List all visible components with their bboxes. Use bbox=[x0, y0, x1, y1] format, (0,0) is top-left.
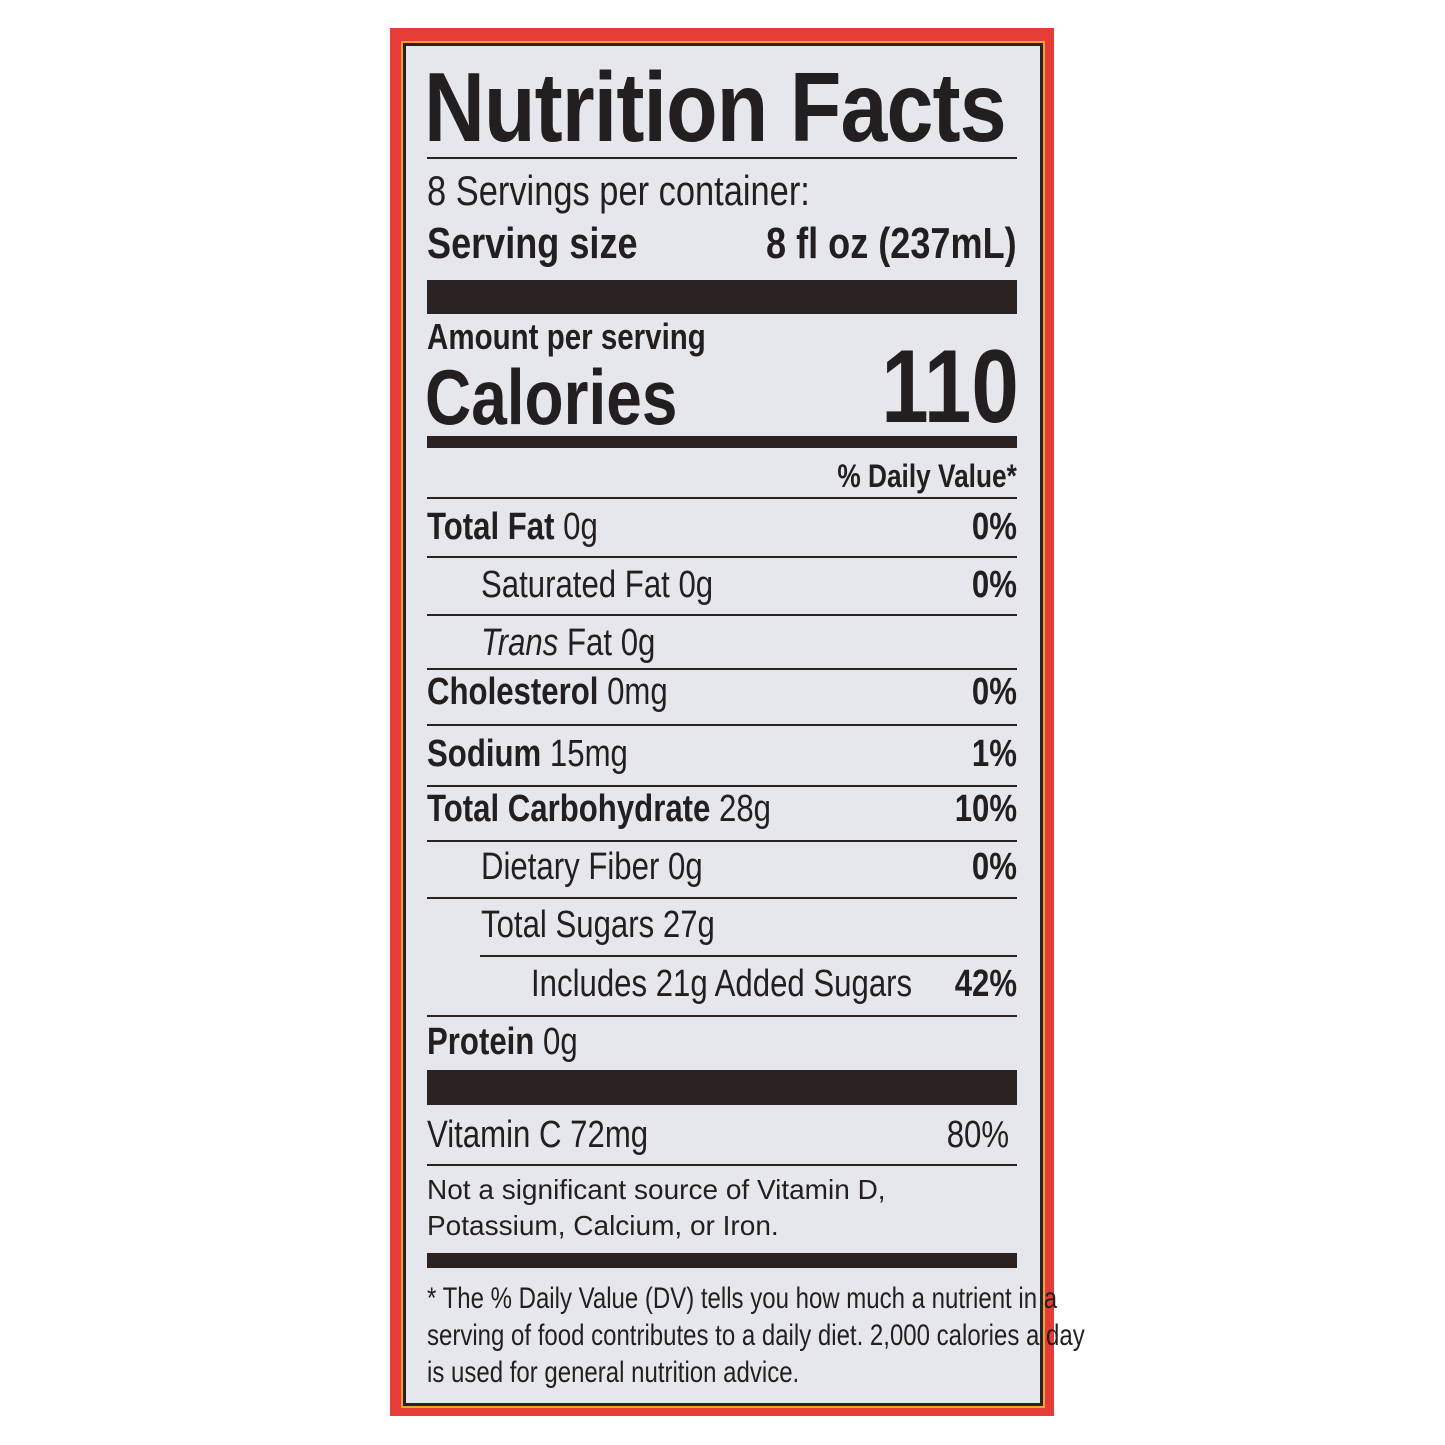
nutrient-row-total-fat: Total Fat 0g 0% bbox=[427, 506, 1017, 548]
divider bbox=[480, 955, 1017, 957]
nutrient-row-protein: Protein 0g bbox=[427, 1021, 578, 1063]
amount-per-serving: Amount per serving bbox=[427, 316, 706, 357]
nutrient-row-total-carbohydrate: Total Carbohydrate 28g 10% bbox=[427, 788, 1017, 830]
medium-divider bbox=[427, 436, 1017, 448]
nutrient-row-dietary-fiber: Dietary Fiber 0g 0% bbox=[481, 846, 1017, 888]
vitamin-row-vitamin-c: Vitamin C 72mg 80% bbox=[427, 1114, 1009, 1156]
divider bbox=[427, 497, 1017, 499]
divider bbox=[427, 1164, 1017, 1166]
thick-divider bbox=[427, 1253, 1017, 1268]
thick-divider bbox=[427, 280, 1017, 314]
nutrient-row-cholesterol: Cholesterol 0mg 0% bbox=[427, 671, 1017, 713]
divider bbox=[427, 1015, 1017, 1017]
divider bbox=[427, 724, 1017, 726]
servings-per-container: 8 Servings per container: bbox=[427, 167, 810, 214]
serving-size-label: Serving size bbox=[427, 219, 638, 268]
divider bbox=[427, 157, 1017, 159]
nutrient-row-total-sugars: Total Sugars 27g bbox=[481, 904, 715, 946]
divider bbox=[427, 840, 1017, 842]
calories-label: Calories bbox=[425, 353, 678, 441]
nutrient-row-added-sugars: Includes 21g Added Sugars 42% bbox=[531, 963, 1017, 1005]
divider bbox=[427, 668, 1017, 670]
divider bbox=[427, 897, 1017, 899]
label-title: Nutrition Facts bbox=[424, 52, 1007, 162]
divider bbox=[427, 785, 1017, 787]
divider bbox=[427, 614, 1017, 616]
not-significant-note: Not a significant source of Vitamin D, P… bbox=[427, 1174, 886, 1241]
footnote: * The % Daily Value (DV) tells you how m… bbox=[427, 1282, 1085, 1389]
calories-value: 110 bbox=[881, 329, 1019, 445]
daily-value-header: % Daily Value* bbox=[837, 458, 1017, 494]
nutrient-row-saturated-fat: Saturated Fat 0g 0% bbox=[481, 564, 1017, 606]
divider bbox=[427, 556, 1017, 558]
nutrient-row-sodium: Sodium 15mg 1% bbox=[427, 733, 1017, 775]
thick-divider bbox=[427, 1070, 1017, 1105]
nutrient-row-trans-fat: Trans Fat 0g bbox=[481, 622, 656, 664]
serving-size-value: 8 fl oz (237mL) bbox=[766, 219, 1017, 268]
